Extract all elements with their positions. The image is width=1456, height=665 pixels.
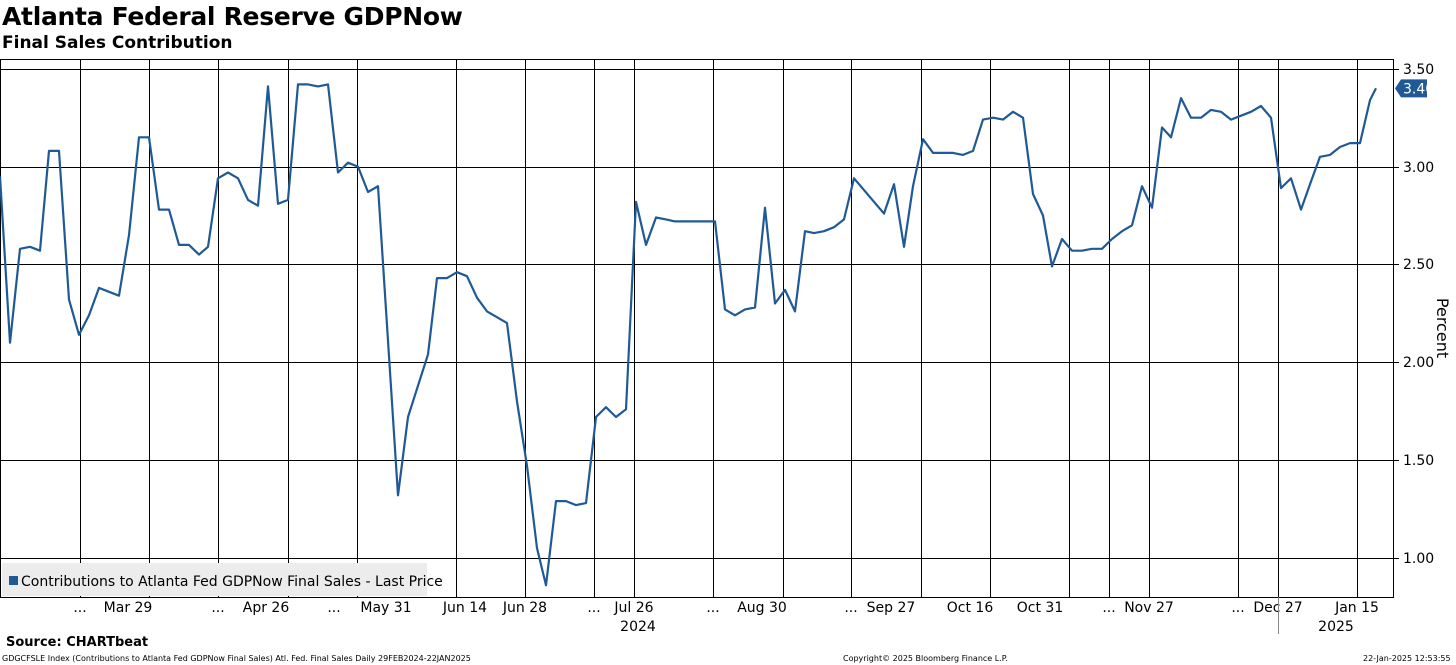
legend: Contributions to Atlanta Fed GDPNow Fina… — [2, 563, 443, 596]
y-tick-label: 1.50 — [1403, 453, 1434, 469]
chart-subtitle: Final Sales Contribution — [2, 33, 233, 53]
x-tick-label: Oct 16 — [947, 600, 994, 616]
x-tick-label: Apr 26 — [243, 600, 290, 616]
source-note: Source: CHARTbeat — [6, 635, 149, 650]
y-tick-label: 2.00 — [1403, 355, 1434, 371]
last-price-label: 3.40 — [1403, 81, 1434, 97]
x-tick-label: ... — [1231, 600, 1244, 616]
series-group — [0, 83, 1377, 587]
series-line — [0, 83, 1377, 587]
x-tick-label: ... — [73, 600, 86, 616]
x-tick-label: Jun 14 — [442, 600, 487, 616]
x-tick-label: ... — [844, 600, 857, 616]
footer-timestamp: 22-Jan-2025 12:53:55 — [1363, 654, 1451, 663]
chart-title: Atlanta Federal Reserve GDPNow — [2, 2, 463, 31]
y-tick-label: 1.00 — [1403, 551, 1434, 567]
grid-lines — [0, 59, 1393, 597]
y-tick-label: 3.00 — [1403, 160, 1434, 176]
last-price-marker: 3.40 — [1395, 79, 1434, 98]
y-tick-label: 3.50 — [1403, 62, 1434, 78]
x-year-label: 2025 — [1318, 619, 1354, 635]
x-tick-label: Mar 29 — [104, 600, 153, 616]
y-axis: 1.00 1.50 2.00 2.50 3.00 3.50 — [1393, 62, 1434, 567]
x-tick-label: Oct 31 — [1017, 600, 1063, 616]
legend-box — [2, 563, 427, 596]
x-tick-label: ... — [211, 600, 224, 616]
x-tick-label: Nov 27 — [1124, 600, 1174, 616]
x-tick-label: ... — [587, 600, 600, 616]
x-tick-label: Sep 27 — [867, 600, 916, 616]
footer-ticker-info: GDGCFSLE Index (Contributions to Atlanta… — [2, 654, 471, 663]
x-tick-label: May 31 — [360, 600, 411, 616]
last-price-tag — [1395, 79, 1427, 98]
x-year-label: 2024 — [620, 619, 656, 635]
legend-entry: Contributions to Atlanta Fed GDPNow Fina… — [21, 574, 443, 590]
y-tick-label: 2.50 — [1403, 257, 1434, 273]
x-tick-label: Jan 15 — [1334, 600, 1379, 616]
x-tick-label: ... — [706, 600, 719, 616]
x-tick-label: ... — [1102, 600, 1115, 616]
legend-swatch — [9, 576, 18, 585]
x-tick-label: Aug 30 — [737, 600, 787, 616]
x-tick-label: Jul 26 — [613, 600, 653, 616]
plot-frame — [0, 59, 1394, 598]
x-tick-label: ... — [327, 600, 340, 616]
x-axis: ... Mar 29... Apr 26... May 31 Jun 14 Jun 28.… — [73, 597, 1379, 635]
footer-copyright: Copyright© 2025 Bloomberg Finance L.P. — [843, 654, 1008, 663]
x-tick-label: Jun 28 — [502, 600, 547, 616]
y-axis-title: Percent — [1433, 298, 1452, 358]
